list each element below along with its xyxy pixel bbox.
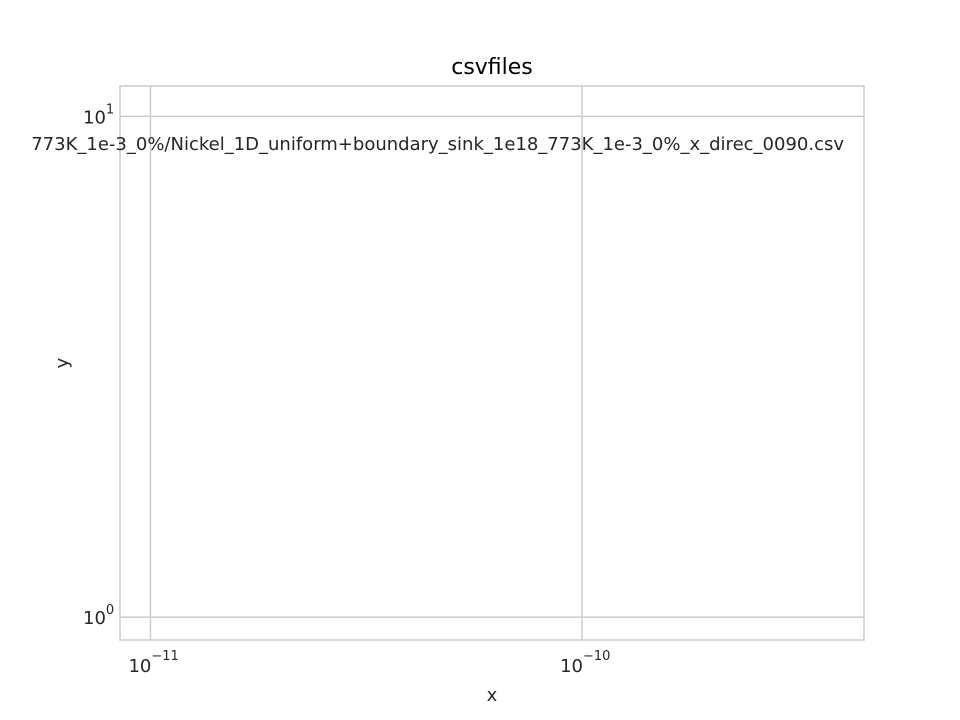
chart-annotation: 773K_1e-3_0%/Nickel_1D_uniform+boundary_…: [31, 134, 844, 155]
grid: [120, 86, 864, 640]
x-axis-label: x: [487, 685, 498, 706]
x-tick-exponent-1: −10: [583, 649, 610, 664]
plot-area-frame: [119, 85, 865, 641]
x-tick-exponent-0: −11: [151, 649, 178, 664]
chart-title: csvfiles: [451, 55, 533, 80]
y-axis-label: y: [52, 357, 73, 368]
y-tick-exponent-0: 0: [106, 603, 114, 618]
y-tick-exponent-1: 1: [106, 102, 114, 117]
